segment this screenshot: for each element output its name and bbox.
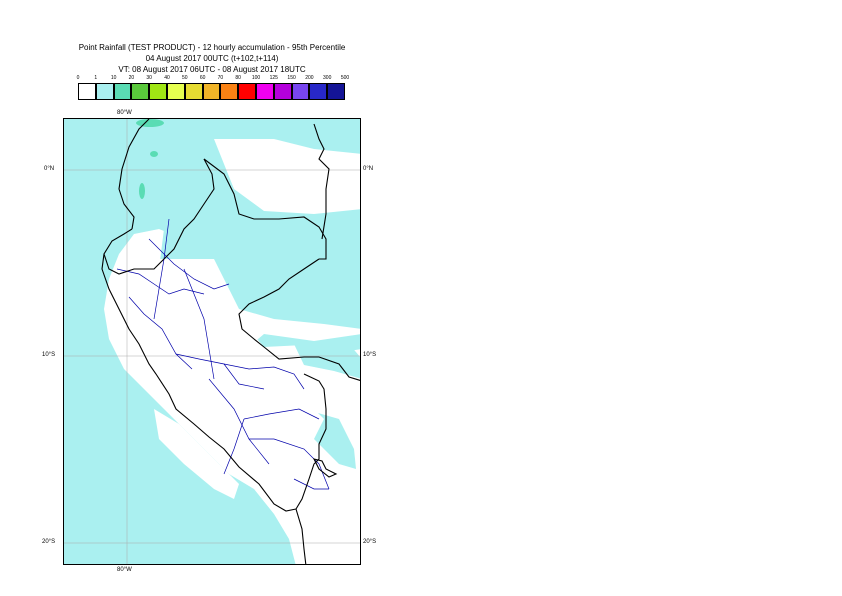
heavy-rain-patch-1	[139, 183, 145, 199]
lat-label-left-0n: 0°N	[44, 166, 55, 172]
border-colombia-ecuador-north	[118, 119, 150, 230]
map-title-line-1: Point Rainfall (TEST PRODUCT) - 12 hourl…	[78, 43, 346, 52]
region-boundary-12	[148, 238, 230, 290]
rain-area-ocean-north	[64, 119, 360, 564]
legend-threshold-label: 30	[146, 75, 152, 81]
legend-threshold-label: 70	[217, 75, 224, 81]
heavy-rain-patches	[136, 119, 164, 199]
region-boundary-4	[128, 296, 193, 370]
legend-swatch	[149, 83, 167, 100]
legend-threshold-label: 40	[164, 75, 170, 81]
legend-swatch	[167, 83, 185, 100]
border-colombia-east	[203, 158, 327, 260]
graticule	[64, 119, 360, 564]
border-peru-bolivia	[295, 373, 327, 510]
rain-area-east	[294, 344, 360, 379]
legend-threshold-label: 1	[94, 75, 98, 81]
legend-swatch	[220, 83, 239, 100]
legend-threshold-label: 0	[76, 75, 80, 81]
region-boundary-10	[223, 418, 245, 475]
dry-area-north	[214, 139, 360, 214]
region-boundary-6	[208, 378, 270, 465]
region-boundary-9	[223, 363, 305, 390]
lon-label-top-outer: 80°W	[117, 110, 132, 116]
border-bolivia-brazil	[318, 356, 360, 381]
legend-swatch	[273, 83, 292, 100]
lon-label-bottom: 80°W	[117, 567, 132, 573]
legend-threshold-label: 50	[182, 75, 188, 81]
legend-threshold-label: 200	[305, 75, 314, 81]
legend-threshold-label: 300	[323, 75, 332, 81]
legend-threshold-label: 10	[110, 75, 117, 81]
legend-threshold-label: 150	[287, 75, 296, 81]
legend-swatch	[184, 83, 203, 100]
region-boundaries	[116, 218, 330, 490]
legend-swatch	[78, 83, 96, 100]
lat-label-right-0n: 0°N	[363, 166, 374, 172]
rainfall-map	[63, 118, 361, 565]
national-borders	[101, 119, 360, 564]
legend-threshold-label: 500	[340, 75, 350, 81]
legend-threshold-label: 60	[199, 75, 206, 81]
region-boundary-3	[183, 268, 215, 380]
heavy-rain-patch-north	[136, 119, 164, 127]
lat-label-left-20s: 20°S	[42, 539, 56, 545]
border-coastline	[101, 253, 297, 512]
border-peru-brazil	[238, 258, 320, 360]
legend-swatch	[309, 83, 328, 100]
legend-swatch	[256, 83, 274, 100]
legend-swatch	[113, 83, 132, 100]
map-canvas	[64, 119, 360, 564]
lat-label-right-10s: 10°S	[363, 352, 377, 358]
region-boundary-1	[116, 268, 205, 295]
legend-swatch	[95, 83, 114, 100]
legend-threshold-label: 20	[128, 75, 135, 81]
region-boundary-11	[293, 478, 329, 490]
region-boundary-2	[153, 218, 170, 320]
map-title-line-2: 04 August 2017 00UTC (t+102,t+114)	[145, 54, 279, 63]
legend-swatch	[131, 83, 150, 100]
legend-swatch	[327, 83, 345, 100]
legend-threshold-label: 125	[269, 75, 278, 81]
legend-swatch	[291, 83, 310, 100]
border-ecuador-peru	[103, 158, 215, 275]
map-title-line-3: VT: 08 August 2017 06UTC - 08 August 201…	[118, 65, 306, 74]
lat-label-left-10s: 10°S	[42, 352, 56, 358]
lat-label-right-20s: 20°S	[363, 539, 377, 545]
legend-threshold-label: 80	[235, 75, 241, 81]
border-venezuela-brazil	[313, 123, 330, 240]
dry-area-coast	[154, 409, 239, 499]
dry-area-south	[244, 399, 324, 504]
dry-area-interior	[122, 259, 360, 399]
border-lake-titicaca	[312, 458, 338, 478]
legend-swatch	[238, 83, 256, 100]
legend-threshold-label: 100	[251, 75, 261, 81]
region-boundary-7	[243, 408, 320, 420]
border-chile-argentina	[295, 508, 307, 564]
legend-swatch	[202, 83, 221, 100]
heavy-rain-patch-2	[150, 151, 158, 157]
